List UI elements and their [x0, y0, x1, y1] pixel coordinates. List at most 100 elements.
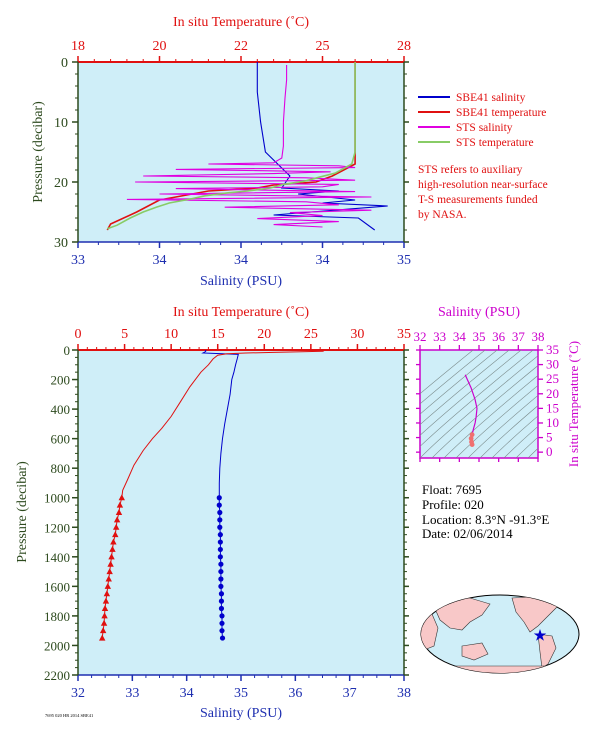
ts-right-tick-label: 15 [546, 400, 559, 415]
ts-density-contour [420, 355, 538, 458]
near-surface-y-tick-label: 20 [54, 176, 68, 191]
full-depth-salinity-marker [217, 539, 223, 545]
full-depth-temperature-marker [115, 509, 123, 515]
full-depth-temperature-marker [102, 597, 110, 604]
ts-top-tick-label: 33 [433, 329, 446, 344]
near-surface-y-tick-label: 30 [54, 236, 68, 251]
ts-right-tick-label: 20 [546, 386, 559, 401]
ts-right-tick-label: 0 [546, 444, 553, 459]
full-depth-y-tick-label: 1600 [44, 579, 70, 594]
full-depth-y-tick-label: 400 [51, 402, 71, 417]
near-surface-x-tick-label: 33 [71, 253, 85, 268]
full-depth-temperature-marker [108, 553, 115, 560]
legend-label-sbe41-temperature: SBE41 temperature [456, 107, 546, 119]
legend-note-line-1: STS refers to auxiliary [418, 164, 523, 176]
full-depth-temperature-marker [109, 545, 116, 552]
full-depth-salinity-marker [216, 495, 222, 501]
full-depth-y-tick-label: 2200 [44, 668, 70, 683]
full-depth-x-tick-label: 32 [71, 686, 85, 701]
ts-top-tick-label: 35 [473, 329, 486, 344]
full-depth-y-tick-label: 1000 [44, 491, 70, 506]
legend-note-line-4: by NASA. [418, 209, 467, 221]
near-surface-top-tick-label: 22 [234, 39, 248, 54]
ts-top-tick-label: 32 [414, 329, 427, 344]
ts-density-contour [491, 415, 538, 458]
full-depth-temperature-marker [106, 568, 113, 575]
legend-note-line-3: T-S measurements funded [418, 194, 538, 206]
full-depth-x-tick-label: 35 [234, 686, 248, 701]
near-surface-y-axis-label: Pressure (decibar) [31, 101, 46, 203]
full-depth-temperature-marker [99, 627, 107, 634]
ts-density-contour [479, 405, 538, 458]
full-depth-plot-area [77, 349, 405, 676]
ts-density-contour [420, 350, 498, 415]
near-surface-x-tick-label: 34 [234, 253, 248, 268]
ts-density-contour [431, 365, 538, 458]
full-depth-salinity-marker [219, 635, 226, 641]
full-depth-temperature-marker [113, 516, 121, 523]
full-depth-top-tick-label: 25 [304, 327, 318, 342]
full-depth-salinity-marker [218, 591, 225, 597]
world-map [420, 594, 580, 674]
near-surface-top-tick-label: 20 [153, 39, 167, 54]
full-depth-salinity-marker [218, 568, 224, 575]
ts-density-contour [420, 350, 534, 447]
ts-deep-point [469, 442, 475, 447]
full-depth-salinity-marker [217, 517, 223, 523]
full-depth-y-tick-label: 1800 [44, 609, 70, 624]
full-depth-top-tick-label: 0 [75, 327, 82, 342]
full-depth-temperature-marker [100, 619, 108, 626]
ts-top-tick-label: 37 [512, 329, 526, 344]
full-depth-salinity-marker [218, 561, 224, 567]
full-depth-x-tick-label: 38 [397, 686, 411, 701]
map-asia [431, 597, 491, 631]
info-location: Location: 8.3°N -91.3°E [422, 512, 550, 527]
full-depth-top-axis-label: In situ Temperature (˚C) [173, 305, 309, 320]
ts-density-contour [503, 425, 538, 458]
full-depth-salinity-marker [217, 532, 223, 538]
ts-right-tick-label: 30 [546, 357, 559, 372]
full-depth-salinity-marker [218, 598, 225, 604]
full-depth-salinity-marker [218, 605, 225, 612]
full-depth-x-axis-label: Salinity (PSU) [200, 706, 282, 721]
full-depth-x-tick-label: 36 [288, 686, 302, 701]
ts-density-contours [420, 350, 538, 458]
full-depth-y-tick-label: 200 [51, 373, 71, 388]
ts-right-tick-label: 10 [546, 415, 559, 430]
near-surface-x-tick-label: 34 [316, 253, 330, 268]
near-surface-plot-area [77, 61, 405, 243]
ts-deep-point [469, 432, 475, 438]
full-depth-temperature-marker [107, 560, 114, 567]
full-depth-temperature-marker [112, 523, 120, 530]
near-surface-x-axis-label: Salinity (PSU) [200, 274, 282, 289]
ts-density-contour [515, 436, 538, 458]
full-depth-x-tick-label: 33 [125, 686, 139, 701]
full-depth-temperature-marker [103, 590, 111, 597]
full-depth-y-axis-label: Pressure (decibar) [15, 461, 30, 563]
full-depth-salinity-marker [219, 620, 225, 626]
full-depth-temperature-marker [99, 634, 106, 641]
full-depth-salinity-marker [218, 576, 224, 582]
map-south-america [537, 633, 557, 669]
full-depth-temperature-marker [112, 531, 119, 538]
legend-note-line-2: high-resolution near-surface [418, 179, 548, 191]
full-depth-y-tick-label: 2000 [44, 638, 70, 653]
near-surface-x-tick-label: 35 [397, 253, 411, 268]
info-profile: Profile: 020 [422, 497, 484, 512]
ts-top-axis-label: Salinity (PSU) [438, 305, 520, 320]
map-europe [565, 599, 579, 615]
map-antarctica [429, 665, 571, 673]
near-surface-series-sts-temperature [107, 62, 356, 230]
ts-top-tick-label: 38 [532, 329, 545, 344]
ts-top-tick-label: 36 [492, 329, 506, 344]
full-depth-top-tick-label: 20 [257, 327, 271, 342]
ts-deep-point [468, 436, 474, 441]
ts-density-contour [420, 350, 522, 436]
map-australia [461, 642, 489, 661]
full-depth-temperature-marker [104, 582, 112, 589]
ts-top-tick-label: 34 [453, 329, 467, 344]
near-surface-top-axis-label: In situ Temperature (˚C) [173, 15, 309, 30]
ts-density-contour [420, 350, 474, 395]
